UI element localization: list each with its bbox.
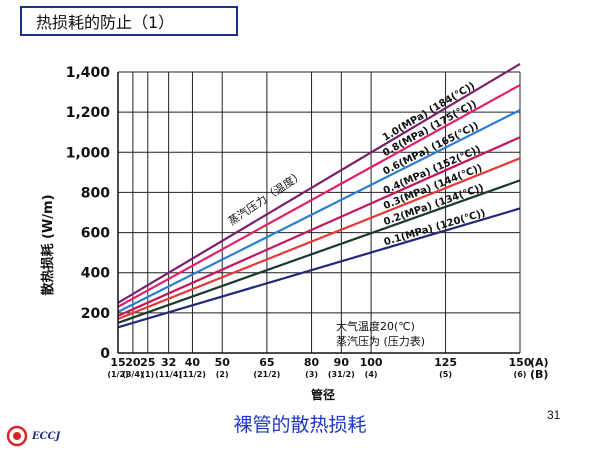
x-axis-label: 管径: [311, 387, 335, 402]
x-tick-label: 65: [259, 356, 274, 369]
y-tick-label: 1,200: [66, 105, 111, 121]
x-tick-label: 25: [140, 356, 155, 369]
x-tick-sublabel: (3): [305, 370, 318, 379]
series-line: [117, 109, 521, 313]
x-tick-sublabel: (5): [439, 370, 452, 379]
x-tick-sublabel: (1/2): [107, 370, 128, 379]
series-line: [117, 136, 521, 317]
slide-title: 热损耗的防止（1）: [20, 6, 238, 36]
series-line: [117, 207, 521, 329]
x-tick-label: 15: [110, 356, 125, 369]
x-tick-label: 125: [434, 356, 457, 369]
eccj-logo: ECCJ: [6, 425, 86, 447]
y-tick-label: 200: [81, 306, 110, 322]
x-tick-label: 50: [215, 356, 231, 369]
x-tick-sublabel: (6): [514, 370, 527, 379]
x-tick-label: 32: [161, 356, 176, 369]
x-tick-sublabel: (3/4): [122, 370, 143, 379]
slide-caption: 裸管的散热损耗: [233, 414, 367, 436]
eccj-logo-icon: [6, 425, 28, 447]
chart-axes: 0 200 400 600 800 1,000 1,200 1,400 15(1/2)20(3/…: [66, 65, 549, 381]
x-tick-label: 150: [509, 356, 532, 369]
x-tick-label: 100: [360, 356, 383, 369]
x-tick-sublabel: (11/2): [179, 370, 206, 379]
annotation-pressure: 蒸汽压为 (压力表): [336, 334, 425, 348]
y-tick-label: 800: [81, 185, 110, 201]
series-line: [117, 63, 521, 304]
x-tick-label: 90: [334, 356, 350, 369]
x-unit-label-b: (B): [530, 368, 548, 381]
x-unit-label-a: (A): [530, 356, 549, 369]
series-line: [117, 179, 521, 324]
x-tick-sublabel: (1): [141, 370, 154, 379]
x-tick-sublabel: (31/2): [328, 370, 355, 379]
y-tick-label: 600: [81, 226, 110, 242]
x-tick-label: 20: [125, 356, 141, 369]
y-tick-label: 0: [100, 346, 110, 362]
y-tick-label: 1,000: [66, 145, 111, 161]
chart-series-group: [117, 63, 521, 329]
x-tick-sublabel: (4): [365, 370, 378, 379]
y-tick-label: 1,400: [66, 65, 111, 81]
annotation-temperature: 大气温度20(℃): [336, 319, 415, 333]
series-line: [117, 84, 521, 308]
x-tick-sublabel: (2): [216, 370, 229, 379]
series-line: [117, 157, 521, 320]
x-tick-sublabel: (21/2): [253, 370, 280, 379]
x-tick-label: 40: [185, 356, 201, 369]
logo-text: ECCJ: [32, 430, 61, 442]
page-number: 31: [547, 408, 561, 422]
y-axis-label: 散热损耗 (W/m): [40, 194, 56, 295]
x-tick-sublabel: (11/4): [155, 370, 182, 379]
y-tick-label: 400: [81, 266, 110, 282]
x-tick-label: 80: [304, 356, 320, 369]
